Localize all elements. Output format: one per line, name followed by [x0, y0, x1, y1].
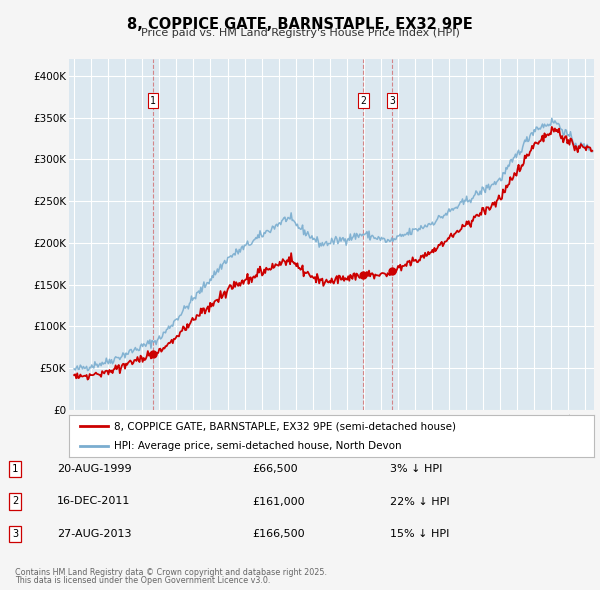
Text: 8, COPPICE GATE, BARNSTAPLE, EX32 9PE: 8, COPPICE GATE, BARNSTAPLE, EX32 9PE [127, 17, 473, 31]
Text: 8, COPPICE GATE, BARNSTAPLE, EX32 9PE (semi-detached house): 8, COPPICE GATE, BARNSTAPLE, EX32 9PE (s… [113, 421, 455, 431]
Text: 16-DEC-2011: 16-DEC-2011 [57, 497, 130, 506]
Text: This data is licensed under the Open Government Licence v3.0.: This data is licensed under the Open Gov… [15, 576, 271, 585]
Text: 2: 2 [12, 497, 18, 506]
Text: HPI: Average price, semi-detached house, North Devon: HPI: Average price, semi-detached house,… [113, 441, 401, 451]
Text: £66,500: £66,500 [252, 464, 298, 474]
Text: Price paid vs. HM Land Registry's House Price Index (HPI): Price paid vs. HM Land Registry's House … [140, 28, 460, 38]
Text: £161,000: £161,000 [252, 497, 305, 506]
Text: 20-AUG-1999: 20-AUG-1999 [57, 464, 131, 474]
Text: 27-AUG-2013: 27-AUG-2013 [57, 529, 131, 539]
Text: 3: 3 [12, 529, 18, 539]
Text: 3% ↓ HPI: 3% ↓ HPI [390, 464, 442, 474]
Text: 15% ↓ HPI: 15% ↓ HPI [390, 529, 449, 539]
Text: 1: 1 [12, 464, 18, 474]
Text: 2: 2 [360, 96, 366, 106]
Text: £166,500: £166,500 [252, 529, 305, 539]
Text: 3: 3 [389, 96, 395, 106]
Text: 22% ↓ HPI: 22% ↓ HPI [390, 497, 449, 506]
Text: 1: 1 [150, 96, 156, 106]
Text: Contains HM Land Registry data © Crown copyright and database right 2025.: Contains HM Land Registry data © Crown c… [15, 568, 327, 577]
